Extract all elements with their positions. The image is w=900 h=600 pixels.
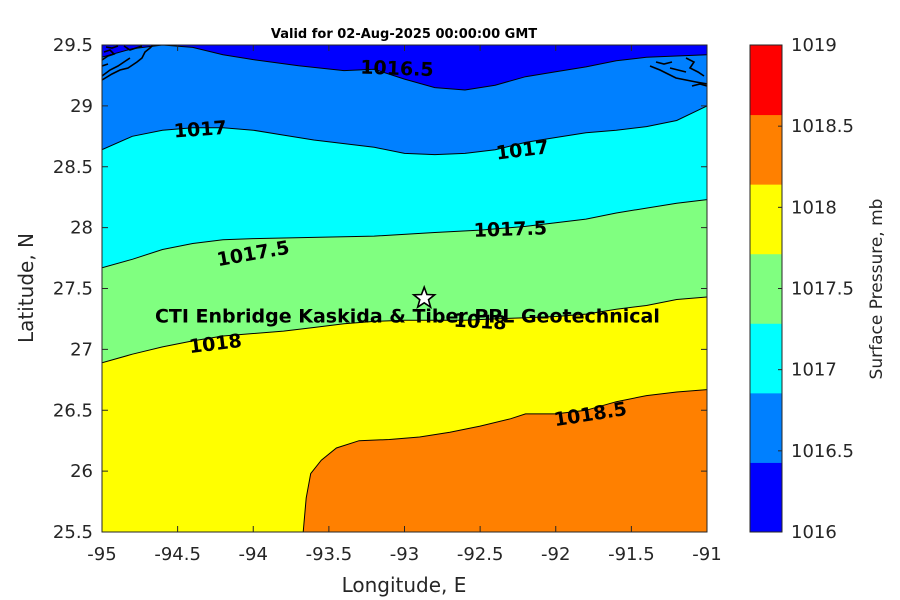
x-tick-label: -92.5: [457, 544, 504, 565]
coastline-segment: [102, 45, 154, 81]
x-tick-label: -92: [541, 544, 570, 565]
y-tick-label: 28.5: [53, 157, 93, 178]
colorbar-tick-label: 1019: [791, 35, 837, 56]
coastline: [102, 45, 707, 87]
y-tick-label: 26: [70, 461, 93, 482]
site-star-marker: [411, 284, 437, 309]
colorbar-label: Surface Pressure, mb: [867, 199, 887, 380]
y-axis-label: Latitude, N: [14, 233, 38, 343]
contour-label-1018: 1018: [453, 310, 507, 335]
contour-label-1017.5: 1017.5: [473, 217, 547, 242]
coastline-segment: [655, 61, 673, 65]
x-axis-ticks: -95 -94.5 -94 -93.5 -93 -92.5 -92 -91.5 -91: [87, 45, 722, 565]
contour-label-1016.5: 1016.5: [360, 57, 434, 82]
x-tick-label: -91: [692, 544, 721, 565]
x-axis-label: Longitude, E: [342, 573, 467, 597]
y-tick-label: 27.5: [53, 279, 93, 300]
isobar-1017: [102, 105, 707, 156]
coastline-segment: [669, 67, 687, 73]
colorbar-swatch: [750, 462, 782, 533]
colorbar-swatch: [750, 323, 782, 394]
colorbar-tick-label: 1016.5: [791, 441, 854, 462]
colorbar-swatch: [750, 184, 782, 255]
coastline-segment: [691, 83, 707, 87]
x-tick-label: -95: [87, 544, 116, 565]
colorbar-swatch: [750, 45, 782, 116]
y-tick-label: 28: [70, 218, 93, 239]
site-annotation: CTI Enbridge Kaskida & Tiber PPL Geotech…: [155, 305, 660, 327]
x-tick-label: -93.5: [306, 544, 353, 565]
coastline-segment: [123, 45, 143, 51]
colorbar-tick-label: 1016: [791, 522, 837, 543]
coastline-segment: [105, 45, 119, 49]
isobar-1016.5: [102, 45, 707, 91]
isobar-lines: [102, 45, 707, 532]
y-tick-label: 25.5: [53, 522, 93, 543]
colorbar-tick-label: 1018: [791, 197, 837, 218]
coastline-segment: [102, 63, 109, 67]
colorbar: [749, 44, 783, 533]
pressure-fills: [102, 45, 707, 532]
band-1018.5-1019: [303, 389, 707, 532]
coastline-segment: [102, 57, 131, 77]
y-tick-label: 26.5: [53, 400, 93, 421]
isobar-1018.5: [302, 389, 707, 532]
site-star: [411, 284, 437, 309]
colorbar-swatch: [750, 392, 782, 463]
x-tick-label: -91.5: [608, 544, 655, 565]
coastline-segment: [102, 49, 116, 61]
chart-title: Valid for 02-Aug-2025 00:00:00 GMT: [271, 27, 537, 42]
y-tick-label: 29.5: [53, 35, 93, 56]
y-axis-ticks: 25.5 26 26.5 27 27.5 28 28.5 29 29.5: [53, 35, 707, 543]
colorbar-tick-label: 1018.5: [791, 116, 854, 137]
colorbar-swatch: [750, 114, 782, 185]
band-1016-1016.5: [102, 45, 707, 90]
colorbar-swatch: [750, 253, 782, 324]
coastline-segment: [649, 65, 707, 85]
x-tick-label: -93: [390, 544, 419, 565]
coastline-segment: [685, 57, 705, 77]
colorbar-ticks: 1016 1016.5 1017 1017.5 1018 1018.5 1019: [778, 35, 854, 543]
contour-label-1017: 1017: [173, 117, 227, 143]
isobar-1018: [102, 296, 707, 364]
y-tick-label: 27: [70, 339, 93, 360]
isobar-1017.5: [102, 199, 707, 269]
x-tick-label: -94: [239, 544, 268, 565]
x-tick-label: -94.5: [154, 544, 201, 565]
colorbar-tick-label: 1017.5: [791, 279, 854, 300]
colorbar-tick-label: 1017: [791, 360, 837, 381]
y-tick-label: 29: [70, 96, 93, 117]
